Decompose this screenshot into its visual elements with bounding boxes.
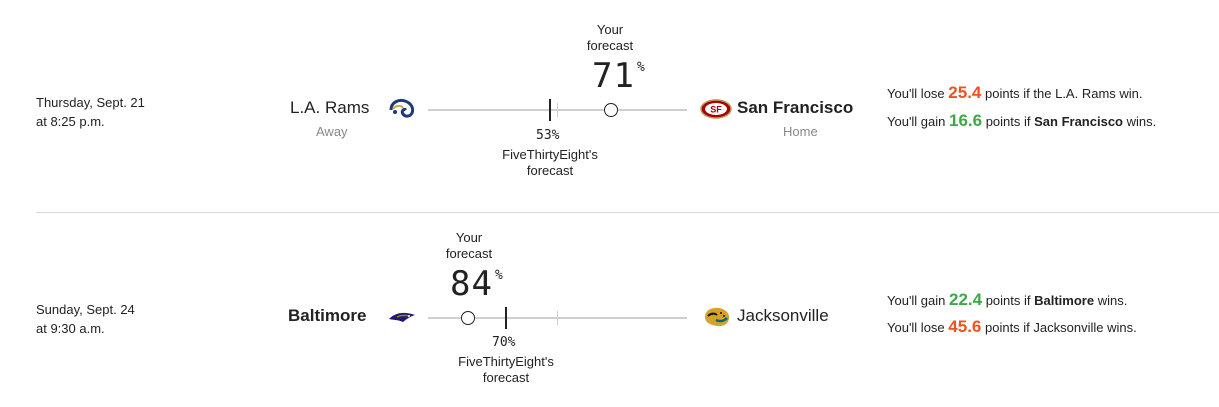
points-text: You'll gain <box>887 293 949 308</box>
fte-forecast-value: 70% <box>492 335 515 350</box>
points-text: You'll lose <box>887 86 949 101</box>
your-label-line1: Your <box>455 230 483 245</box>
midpoint-tick <box>557 103 558 117</box>
game-date: Thursday, Sept. 21 <box>36 95 145 110</box>
home-team-name: Jacksonville <box>737 306 829 325</box>
49ers-logo-icon: SF <box>700 99 732 119</box>
points-lose-value: 45.6 <box>948 317 982 336</box>
points-text: wins. <box>1094 293 1128 308</box>
fte-label-line2: forecast <box>526 163 574 178</box>
your-label-line1: Your <box>596 22 624 37</box>
points-lose-value: 25.4 <box>948 83 982 102</box>
percent-symbol: % <box>636 60 646 75</box>
your-forecast-label: Your forecast <box>429 230 509 262</box>
your-label-line2: forecast <box>445 246 493 261</box>
points-text: points if <box>982 114 1035 129</box>
points-gain-value: 22.4 <box>949 290 983 309</box>
your-forecast-number: 84 <box>450 264 493 304</box>
game-time: at 8:25 p.m. <box>36 114 105 129</box>
your-forecast-handle[interactable] <box>604 103 618 117</box>
points-text: points if the L.A. Rams win. <box>981 86 1143 101</box>
svg-text:SF: SF <box>710 105 722 115</box>
fte-label-line2: forecast <box>482 370 530 385</box>
fte-forecast-number: 70 <box>492 335 508 350</box>
rams-logo-icon <box>389 98 415 118</box>
points-text: You'll gain <box>887 114 949 129</box>
percent-symbol: % <box>507 335 516 350</box>
fte-label-line1: FiveThirtyEight's <box>502 147 598 162</box>
your-forecast-value: 71% <box>592 56 646 96</box>
game-datetime: Thursday, Sept. 21 at 8:25 p.m. <box>36 93 145 131</box>
percent-symbol: % <box>494 268 504 283</box>
points-gain-value: 16.6 <box>949 111 983 130</box>
game-row-ravens-jaguars: Sunday, Sept. 24 at 9:30 a.m. Baltimore … <box>0 213 1219 407</box>
points-text: You'll lose <box>887 320 949 335</box>
your-forecast-number: 71 <box>592 56 635 96</box>
points-line-2: You'll lose 45.6 points if Jacksonville … <box>887 317 1137 337</box>
game-row-rams-49ers: Thursday, Sept. 21 at 8:25 p.m. L.A. Ram… <box>36 22 1156 179</box>
away-team-name: Baltimore <box>288 306 367 325</box>
points-text: points if <box>982 293 1035 308</box>
points-text: wins. <box>1123 114 1157 129</box>
game-date: Sunday, Sept. 24 <box>36 302 135 317</box>
fte-forecast-label: FiveThirtyEight's forecast <box>480 147 620 179</box>
midpoint-tick <box>557 311 558 325</box>
points-line-1: You'll lose 25.4 points if the L.A. Rams… <box>887 83 1143 103</box>
fte-forecast-marker <box>549 99 551 121</box>
game-datetime: Sunday, Sept. 24 at 9:30 a.m. <box>36 300 135 338</box>
row-divider <box>36 212 1219 213</box>
fte-forecast-marker <box>505 307 507 329</box>
your-forecast-value: 84% <box>450 264 504 304</box>
game-time: at 9:30 a.m. <box>36 321 105 336</box>
home-team-name: San Francisco <box>737 98 854 117</box>
your-label-line2: forecast <box>586 38 634 53</box>
fte-label-line1: FiveThirtyEight's <box>458 354 554 369</box>
jaguars-logo-icon <box>705 307 730 327</box>
your-forecast-label: Your forecast <box>570 22 650 54</box>
points-text: points if Jacksonville wins. <box>981 320 1137 335</box>
points-line-2: You'll gain 16.6 points if San Francisco… <box>887 111 1156 131</box>
fte-forecast-value: 53% <box>536 128 559 143</box>
percent-symbol: % <box>551 128 560 143</box>
fte-forecast-label: FiveThirtyEight's forecast <box>436 354 576 386</box>
points-line-1: You'll gain 22.4 points if Baltimore win… <box>887 290 1127 310</box>
ravens-logo-icon <box>389 312 415 322</box>
away-label: Away <box>316 124 348 139</box>
points-team: San Francisco <box>1034 114 1123 129</box>
points-team: Baltimore <box>1034 293 1095 308</box>
away-team-name: L.A. Rams <box>290 98 370 117</box>
fte-forecast-number: 53 <box>536 128 552 143</box>
home-label: Home <box>783 124 818 139</box>
your-forecast-handle[interactable] <box>461 311 475 325</box>
